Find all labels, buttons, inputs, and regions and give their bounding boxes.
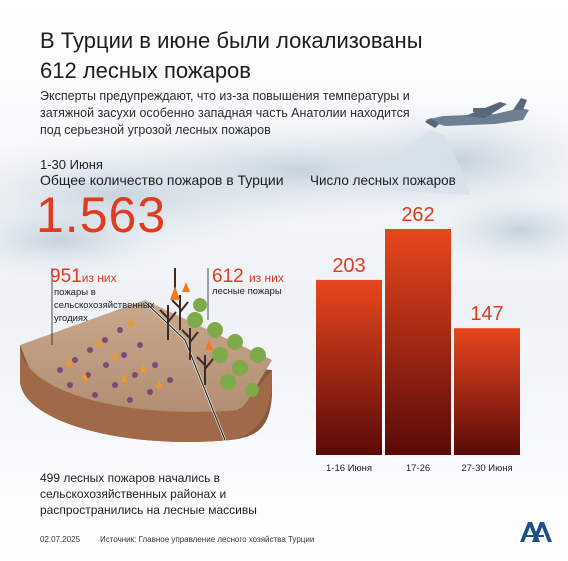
spread-note: 499 лесных пожаров начались в сельскохоз…	[40, 471, 257, 517]
source-line: Источник: Главное управление лесного хоз…	[100, 535, 315, 544]
category-label-2: 17-26	[406, 463, 430, 474]
category-label-1: 1-16 Июня	[326, 463, 372, 474]
bar-2	[385, 229, 451, 455]
agri-count-suffix: из них	[81, 271, 117, 285]
total-fires-label: Общее количество пожаров в Турции	[40, 172, 284, 188]
category-label-3: 27-30 Июня	[461, 463, 512, 474]
publish-date: 02.07.2025	[40, 535, 81, 544]
forest-fires-count: 612 из них	[212, 266, 284, 288]
agri-count-number: 951	[50, 266, 82, 287]
period-label: 1-30 Июня	[40, 157, 103, 172]
total-fires-value: 1.563	[36, 187, 167, 243]
bar-1	[316, 279, 382, 455]
aa-logo-icon	[520, 522, 552, 542]
forest-count-number: 612	[212, 266, 244, 287]
burning-field-illustration	[20, 268, 272, 442]
airplane-icon	[425, 98, 529, 128]
bar-3	[454, 328, 520, 455]
forest-count-suffix: из них	[248, 271, 284, 285]
forest-fires-description: лесные пожары	[212, 286, 282, 297]
lead-paragraph: Эксперты предупреждают, что из-за повыше…	[40, 89, 410, 137]
agri-fires-count: 951из них	[50, 266, 117, 288]
bar-value-label-3: 147	[470, 303, 503, 325]
agri-fires-description: пожары в сельскохозяйственных угодиях	[54, 287, 155, 324]
page-title: В Турции в июне были локализованы 612 ле…	[40, 28, 423, 83]
bar-value-label-2: 262	[401, 204, 434, 226]
chart-title: Число лесных пожаров	[310, 173, 456, 188]
bar-value-label-1: 203	[332, 255, 365, 277]
